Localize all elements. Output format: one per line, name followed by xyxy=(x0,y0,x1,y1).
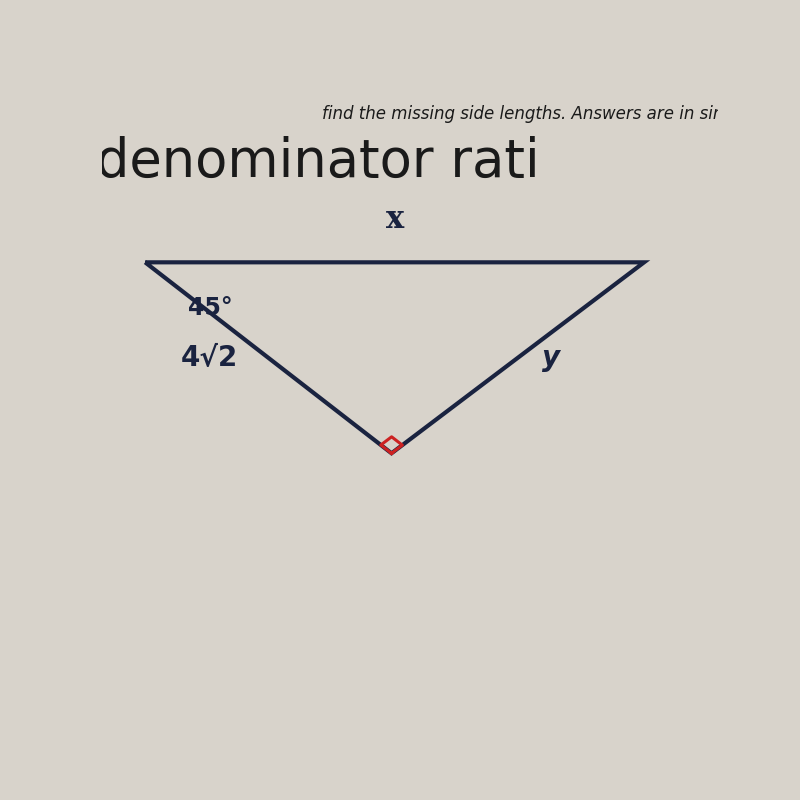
Text: 45°: 45° xyxy=(188,296,233,320)
Text: x: x xyxy=(386,204,404,234)
Text: find the missing side lengths. Answers are in simplest: find the missing side lengths. Answers a… xyxy=(322,106,770,123)
Text: 4√2: 4√2 xyxy=(180,344,238,372)
Text: denominator rati: denominator rati xyxy=(96,136,539,188)
Text: y: y xyxy=(542,344,561,372)
